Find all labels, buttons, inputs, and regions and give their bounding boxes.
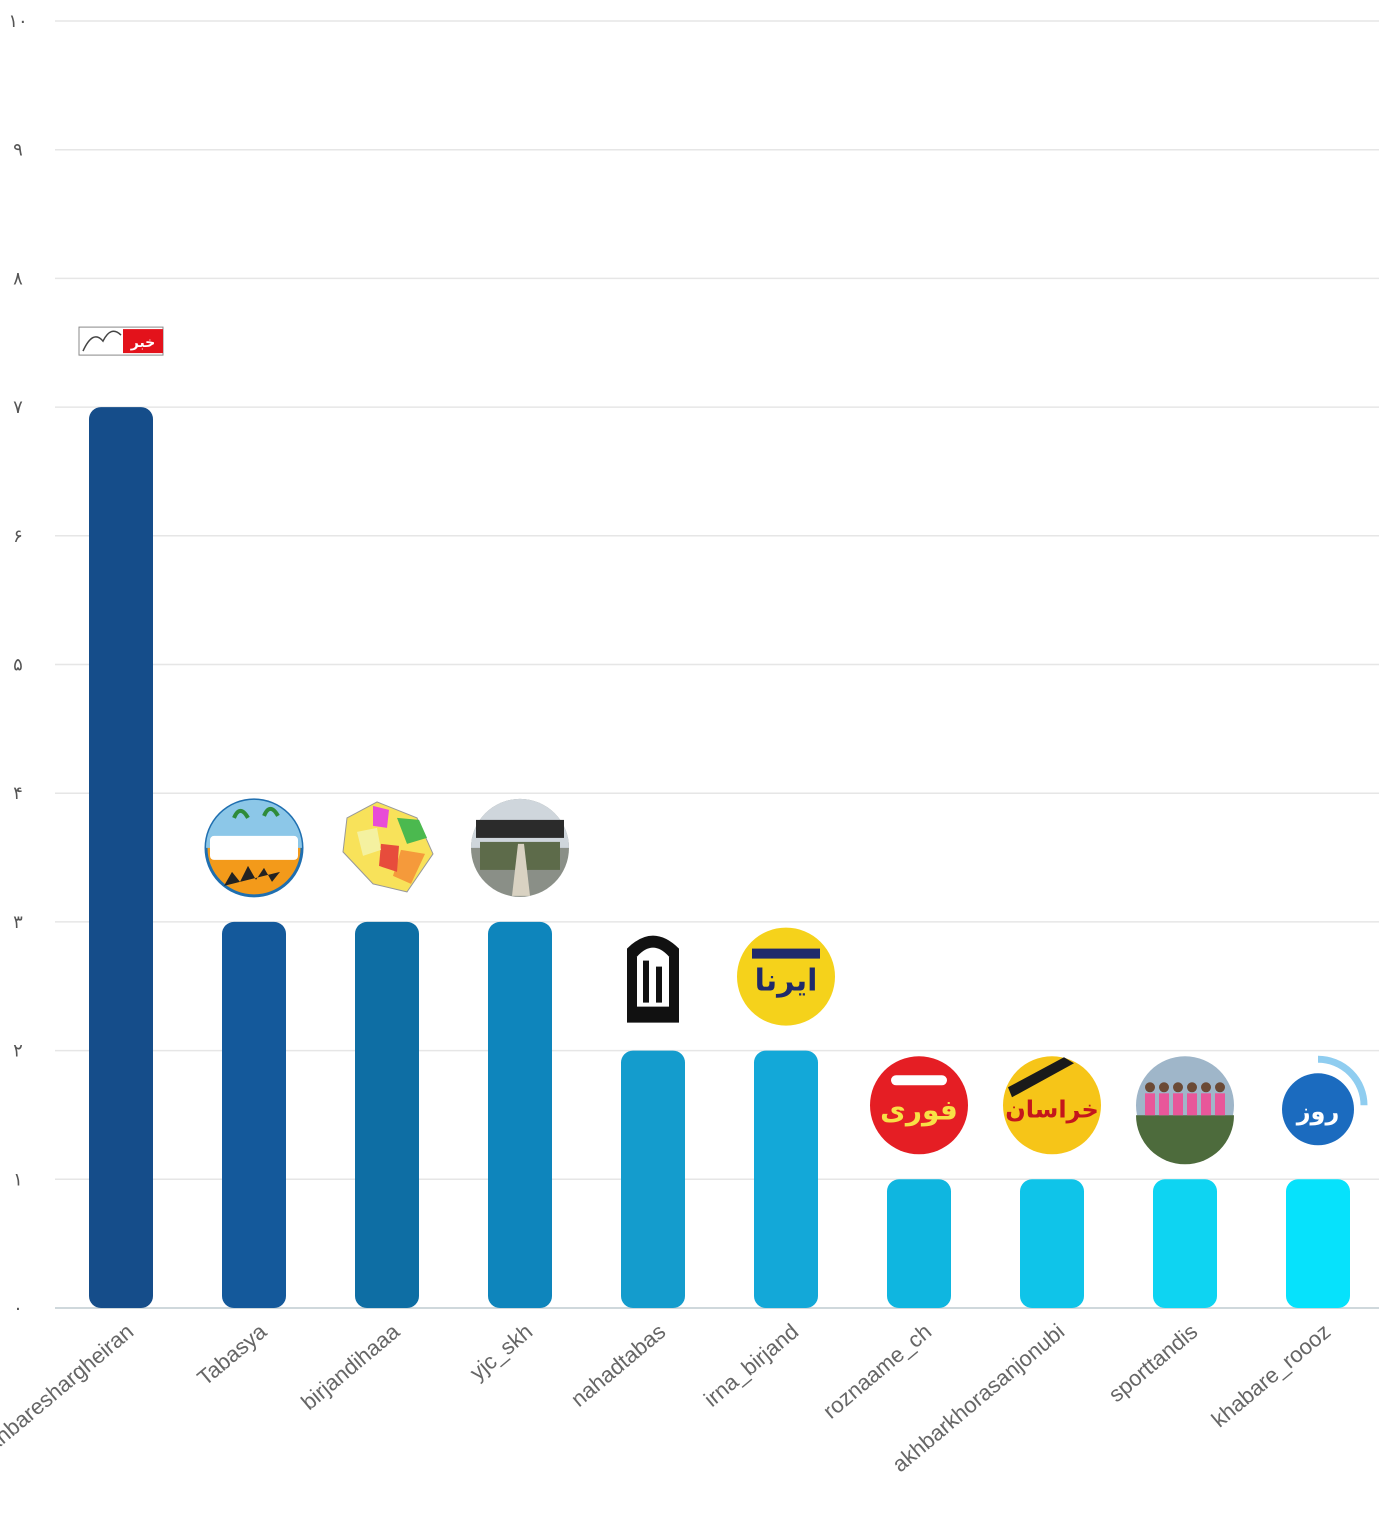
y-tick-label: ۲ (13, 1041, 23, 1062)
y-tick-label: ۹ (13, 140, 23, 161)
x-tick-label: yjc_skh (465, 1319, 537, 1385)
x-axis-labels: akhbareshargheiran Tabasya birjandihaaa yjc… (0, 1318, 1335, 1477)
y-tick-label: ۵ (13, 655, 23, 676)
x-tick-label: roznaame_ch (818, 1319, 936, 1424)
y-tick-label: ۰ (13, 1298, 23, 1319)
bar-irna_birjand (754, 1050, 818, 1308)
bar-Tabasya (222, 921, 286, 1308)
south-khorasan-map-icon (342, 801, 434, 893)
y-tick-label: ۱ (13, 1169, 23, 1190)
bar-roznaame_ch (887, 1179, 951, 1308)
y-tick-label: ۴ (13, 783, 23, 804)
y-axis-ticks: ۰ ۱ ۲ ۳ ۴ ۵ ۶ ۷ ۸ ۹ ۱۰ (8, 11, 27, 1319)
tabasya-avatar-icon (204, 798, 304, 898)
fori-mohem-logo-icon: فوری (870, 1056, 968, 1155)
x-tick-label: khabare_roooz (1207, 1319, 1336, 1433)
svg-text:فوری: فوری (880, 1093, 958, 1126)
y-tick-label: ۸ (13, 268, 23, 289)
bar-sporttandis (1153, 1179, 1217, 1308)
svg-text:ایرنا: ایرنا (755, 964, 818, 999)
khabar-rooz-logo-icon: روز (1269, 1055, 1368, 1155)
svg-text:خبر: خبر (130, 335, 156, 351)
svg-text:خراسان: خراسان (1005, 1095, 1099, 1123)
bar-birjandihaaa (355, 921, 419, 1308)
yjc-club-photo-icon (471, 798, 569, 897)
x-tick-label: Tabasya (192, 1318, 271, 1390)
y-tick-label: ۷ (13, 397, 23, 418)
x-tick-label: akhbareshargheiran (0, 1319, 138, 1464)
x-tick-label: sporttandis (1104, 1319, 1203, 1407)
bars (89, 407, 1350, 1309)
bar-yjc_skh (488, 921, 552, 1308)
team-photo-icon (1136, 1056, 1234, 1165)
irna-logo-icon: ایرنا (737, 927, 835, 1026)
nahad-emblem-icon (627, 935, 679, 1023)
bar-akhbarkhorasanjonubi (1020, 1179, 1084, 1308)
bar-khabare_roooz (1286, 1179, 1350, 1308)
y-tick-label: ۱۰ (8, 11, 27, 32)
svg-text:روز: روز (1296, 1097, 1340, 1125)
x-tick-label: nahadtabas (566, 1319, 670, 1412)
bar-nahadtabas (621, 1050, 685, 1308)
akhbar-khorasan-logo-icon: خراسان (1003, 1056, 1101, 1155)
bar-icons: خبر ایرنا فوری خراسان روز (78, 326, 1368, 1165)
x-tick-label: birjandihaaa (296, 1318, 404, 1415)
khabar-shargh-logo-icon: خبر (78, 326, 164, 356)
x-tick-label: irna_birjand (699, 1319, 803, 1412)
bar-akhbareshargheiran (89, 407, 153, 1309)
y-tick-label: ۶ (13, 526, 23, 547)
y-tick-label: ۳ (13, 912, 23, 933)
